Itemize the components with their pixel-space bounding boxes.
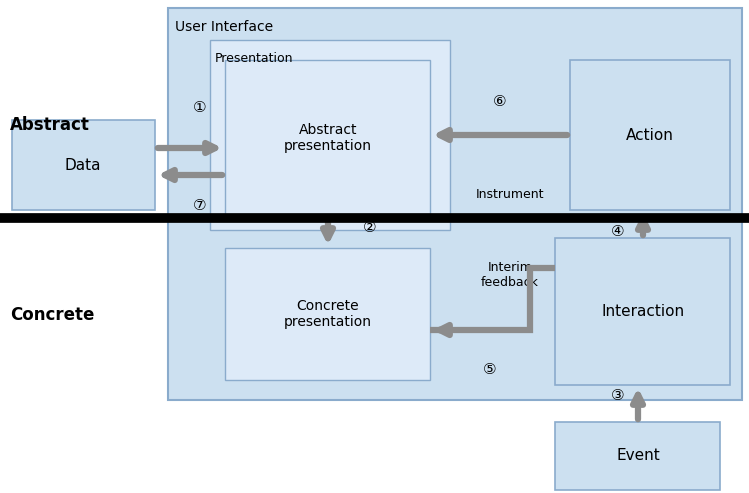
Text: Concrete
presentation: Concrete presentation	[284, 299, 372, 329]
Bar	[225, 60, 430, 215]
Text: ⑤: ⑤	[483, 362, 497, 378]
Text: Data: Data	[64, 157, 101, 173]
Text: Interaction: Interaction	[601, 305, 685, 319]
Bar	[210, 40, 450, 230]
Bar	[12, 120, 155, 210]
Text: User Interface: User Interface	[175, 20, 273, 34]
Text: Action: Action	[626, 128, 674, 142]
Text: Presentation: Presentation	[215, 52, 294, 65]
Bar	[570, 60, 730, 210]
Bar	[168, 8, 742, 400]
Text: Event: Event	[616, 449, 660, 463]
Text: ④: ④	[611, 224, 625, 240]
Text: ②: ②	[363, 220, 377, 236]
Text: Concrete: Concrete	[10, 306, 94, 324]
Bar	[225, 248, 430, 380]
Text: Interim
feedback: Interim feedback	[481, 261, 539, 289]
Text: ③: ③	[611, 387, 625, 402]
Text: Abstract
presentation: Abstract presentation	[284, 123, 372, 153]
Text: Instrument: Instrument	[476, 188, 545, 202]
Text: ⑥: ⑥	[493, 95, 507, 109]
Text: ⑦: ⑦	[193, 198, 207, 212]
Bar	[555, 238, 730, 385]
Text: ①: ①	[193, 101, 207, 115]
Bar	[555, 422, 720, 490]
Text: Abstract: Abstract	[10, 116, 90, 134]
